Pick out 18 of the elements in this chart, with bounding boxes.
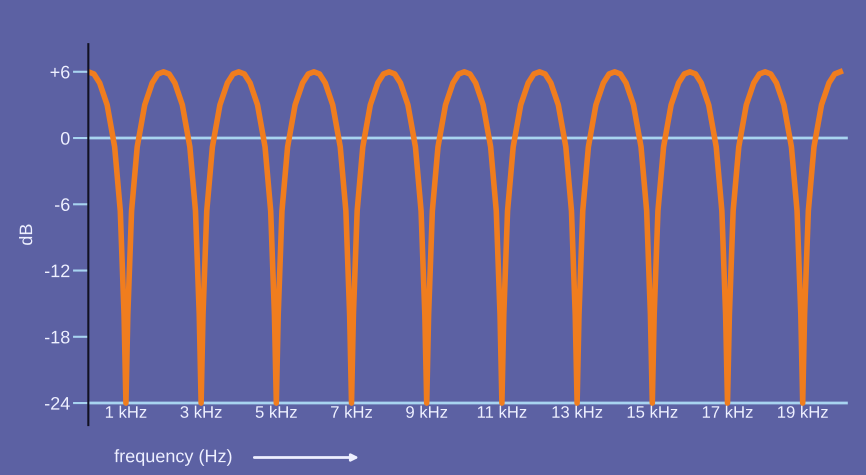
y-tick-label: -24 <box>44 396 70 410</box>
y-tick-label: -12 <box>44 264 70 278</box>
x-tick-label: 19 kHz <box>778 406 828 418</box>
y-tick-label: +6 <box>50 66 70 78</box>
y-tick-label: 0 <box>60 132 70 145</box>
x-tick-label: 15 kHz <box>628 406 678 418</box>
x-tick-label: 3 kHz <box>180 406 222 418</box>
y-tick-label: -6 <box>55 198 70 212</box>
x-tick-label: 5 kHz <box>256 406 297 418</box>
y-tick-label: -18 <box>44 330 70 344</box>
x-tick-label: 9 kHz <box>406 406 448 418</box>
x-tick-label: 1 kHz <box>106 406 146 418</box>
x-tick-label: 13 kHz <box>552 406 602 418</box>
x-tick-label: 11 kHz <box>478 406 526 418</box>
x-axis-title: frequency (Hz) <box>114 449 232 466</box>
y-axis-title: dB <box>19 224 32 245</box>
x-tick-label: 17 kHz <box>702 406 753 418</box>
x-tick-label: 7 kHz <box>331 406 372 418</box>
